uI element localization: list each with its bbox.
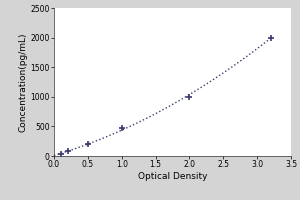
Y-axis label: Concentration(pg/mL): Concentration(pg/mL)	[19, 32, 28, 132]
X-axis label: Optical Density: Optical Density	[138, 172, 207, 181]
